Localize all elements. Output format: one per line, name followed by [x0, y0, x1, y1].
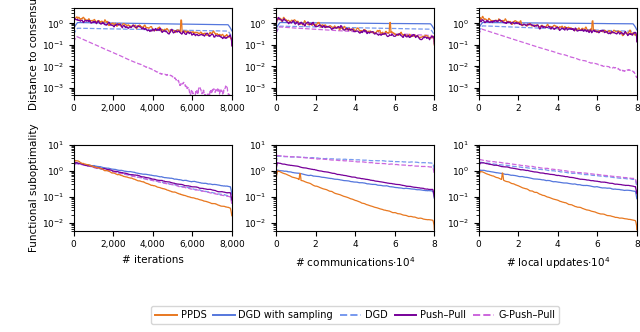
Y-axis label: Distance to consensus: Distance to consensus	[29, 0, 39, 110]
X-axis label: # iterations: # iterations	[122, 255, 184, 265]
Y-axis label: Functional suboptimality: Functional suboptimality	[29, 123, 39, 252]
Legend: PPDS, DGD with sampling, DGD, Push–Pull, G-Push–Pull: PPDS, DGD with sampling, DGD, Push–Pull,…	[152, 306, 559, 324]
X-axis label: # local updates$\cdot10^4$: # local updates$\cdot10^4$	[506, 255, 610, 271]
X-axis label: # communications$\cdot10^4$: # communications$\cdot10^4$	[295, 255, 415, 269]
